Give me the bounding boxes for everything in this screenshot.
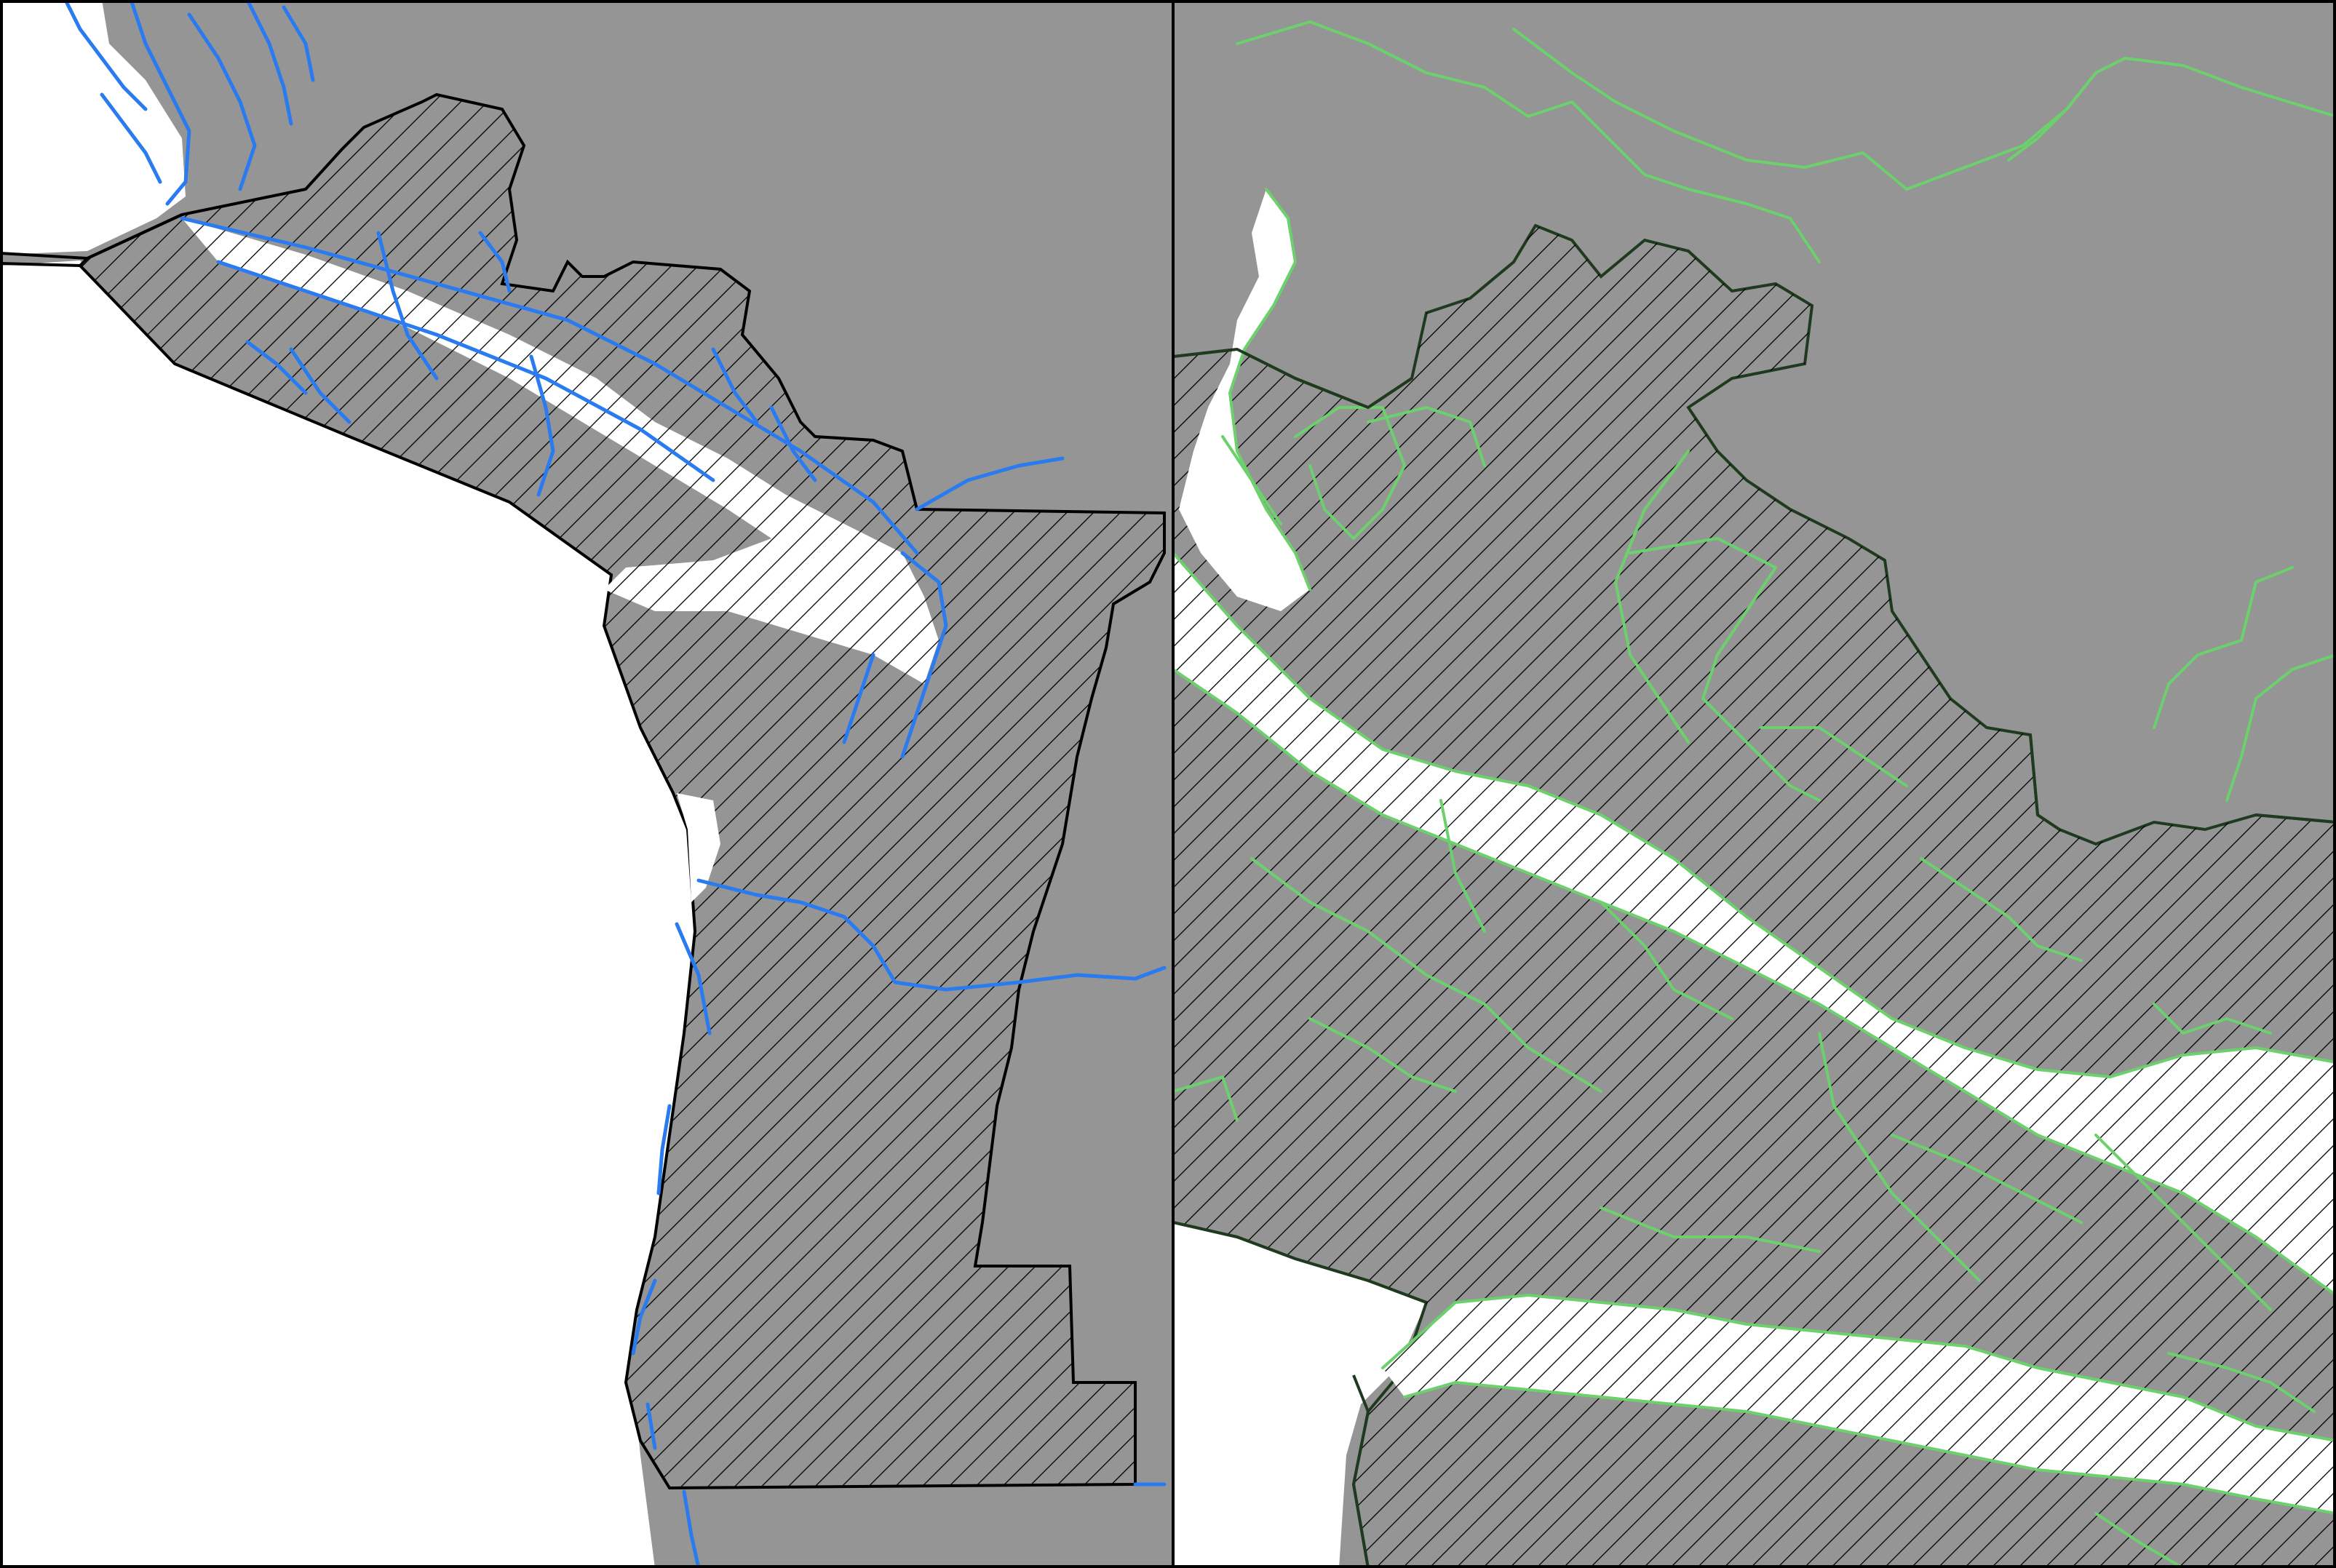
right-panel-frame [1172, 0, 2336, 1568]
left-map-panel [0, 0, 1173, 1568]
study-area-hatch [80, 95, 1164, 1488]
strait-lower-hatch [1383, 1295, 2336, 1513]
green-water-features [1173, 20, 2336, 1568]
coast-boundary-line-lower [0, 262, 81, 267]
study-area-hatch-zoom [1173, 226, 2336, 1568]
coastal-inlet [677, 793, 720, 902]
inlet-northwest [1179, 189, 1310, 611]
boundary-lines [1173, 348, 2336, 1568]
ocean-southwest [1173, 1222, 1426, 1568]
right-map-panel [1173, 0, 2336, 1568]
ocean-north [0, 0, 186, 255]
water-features [63, 0, 1167, 1568]
ocean-west [0, 260, 699, 1568]
coast-boundary-line [0, 213, 183, 260]
inland-waterway-hatch [182, 218, 939, 684]
